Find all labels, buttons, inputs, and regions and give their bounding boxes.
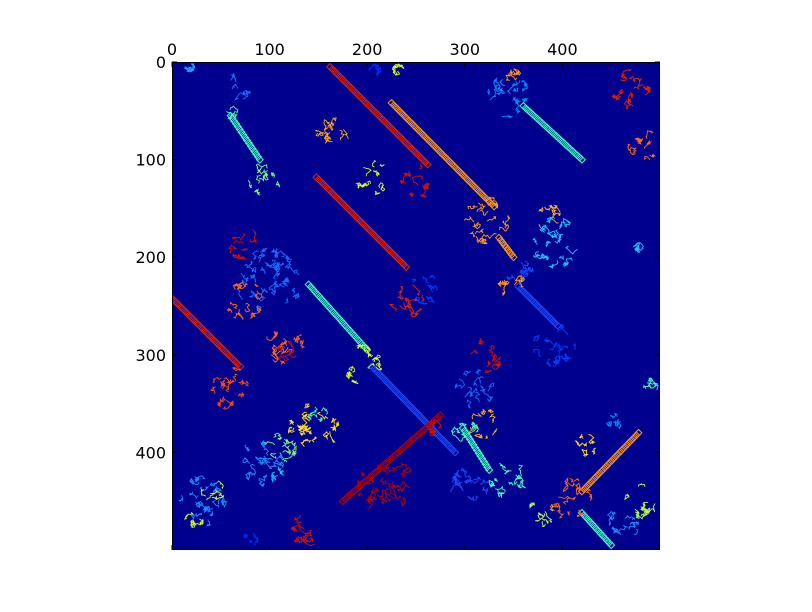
blobs-layer (178, 62, 659, 547)
blob (532, 216, 578, 269)
blob (345, 344, 382, 385)
blob (428, 419, 442, 437)
blob (632, 242, 644, 253)
y-tick-label: 400 (135, 443, 166, 462)
blob (262, 432, 297, 463)
blob (266, 331, 306, 365)
x-tick-label: 200 (352, 40, 383, 59)
blob (607, 510, 640, 536)
streak (312, 173, 411, 272)
blob (454, 368, 495, 409)
blob (355, 160, 386, 196)
blob (290, 514, 315, 547)
y-tick-label: 200 (135, 248, 166, 267)
blob (183, 512, 204, 529)
blob (450, 467, 490, 501)
blob (450, 421, 479, 443)
streak (519, 101, 587, 164)
blob (228, 229, 257, 260)
y-axis: 0 100 200 300 400 (135, 53, 660, 462)
y-tick-label: 0 (156, 53, 166, 72)
blob (497, 275, 525, 297)
heatmap-background (172, 62, 660, 550)
x-tick-label: 0 (167, 40, 177, 59)
streak (325, 62, 432, 169)
blob (533, 323, 577, 368)
blob (411, 275, 438, 305)
blob (356, 462, 412, 510)
streak (458, 423, 494, 475)
blob (529, 502, 554, 528)
blob (242, 440, 284, 487)
blob (200, 480, 225, 501)
blob (271, 465, 284, 484)
blob (392, 63, 405, 76)
blob (368, 63, 382, 77)
x-tick-label: 400 (547, 40, 578, 59)
streak (304, 280, 372, 355)
blob (549, 476, 593, 519)
streak (494, 233, 518, 262)
x-tick-label: 100 (254, 40, 285, 59)
blob (399, 163, 431, 198)
streak (226, 111, 264, 164)
blob (624, 482, 656, 520)
blob (226, 105, 239, 120)
streak (338, 411, 445, 506)
blob (388, 284, 425, 318)
blob (226, 280, 263, 321)
blob (643, 377, 659, 391)
blob (287, 403, 340, 448)
streak (577, 508, 616, 550)
blob (277, 340, 297, 362)
blob (247, 163, 281, 196)
blob (184, 62, 195, 73)
y-tick-label: 300 (135, 346, 166, 365)
blob (468, 408, 498, 439)
blob (315, 117, 349, 144)
streaks-layer (172, 62, 643, 550)
blob (487, 76, 529, 118)
blob (488, 462, 526, 498)
x-tick-label: 300 (450, 40, 481, 59)
x-axis: 0 100 200 300 400 (167, 40, 578, 550)
y-tick-label: 100 (135, 151, 166, 170)
plot-area[interactable] (169, 62, 660, 550)
blob (505, 68, 522, 82)
axes-frame (172, 62, 660, 550)
blob (178, 475, 229, 527)
blob (627, 130, 657, 160)
blob (605, 412, 622, 430)
blob (210, 367, 249, 410)
streak (577, 428, 643, 496)
blob (308, 406, 328, 423)
blob (469, 338, 502, 373)
blob (574, 433, 597, 457)
blob (230, 72, 251, 101)
blob (243, 532, 259, 546)
blob (463, 196, 511, 245)
blob (236, 248, 300, 312)
blob (611, 69, 651, 110)
